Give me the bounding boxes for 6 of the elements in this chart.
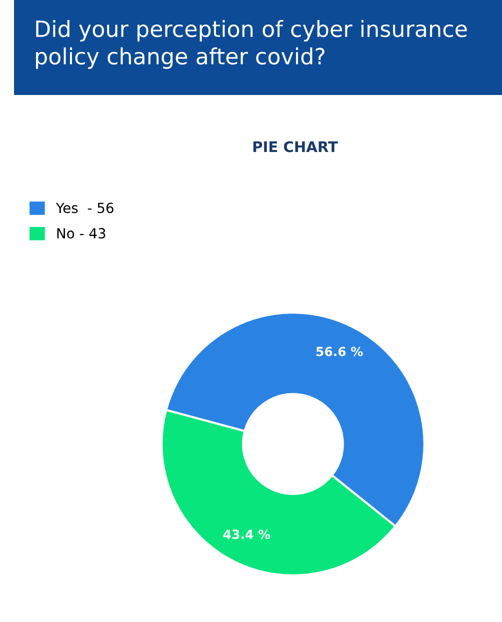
data-label: 43.4 % — [223, 530, 270, 540]
data-label: 56.6 % — [316, 346, 363, 356]
legend-label: No - 43 — [57, 228, 106, 239]
chart-title: Did your perception of cyber insurance policy change after covid? — [36, 20, 467, 69]
chart-subtitle: PIE CHART — [253, 141, 338, 152]
legend-label: Yes - 56 — [56, 202, 114, 214]
